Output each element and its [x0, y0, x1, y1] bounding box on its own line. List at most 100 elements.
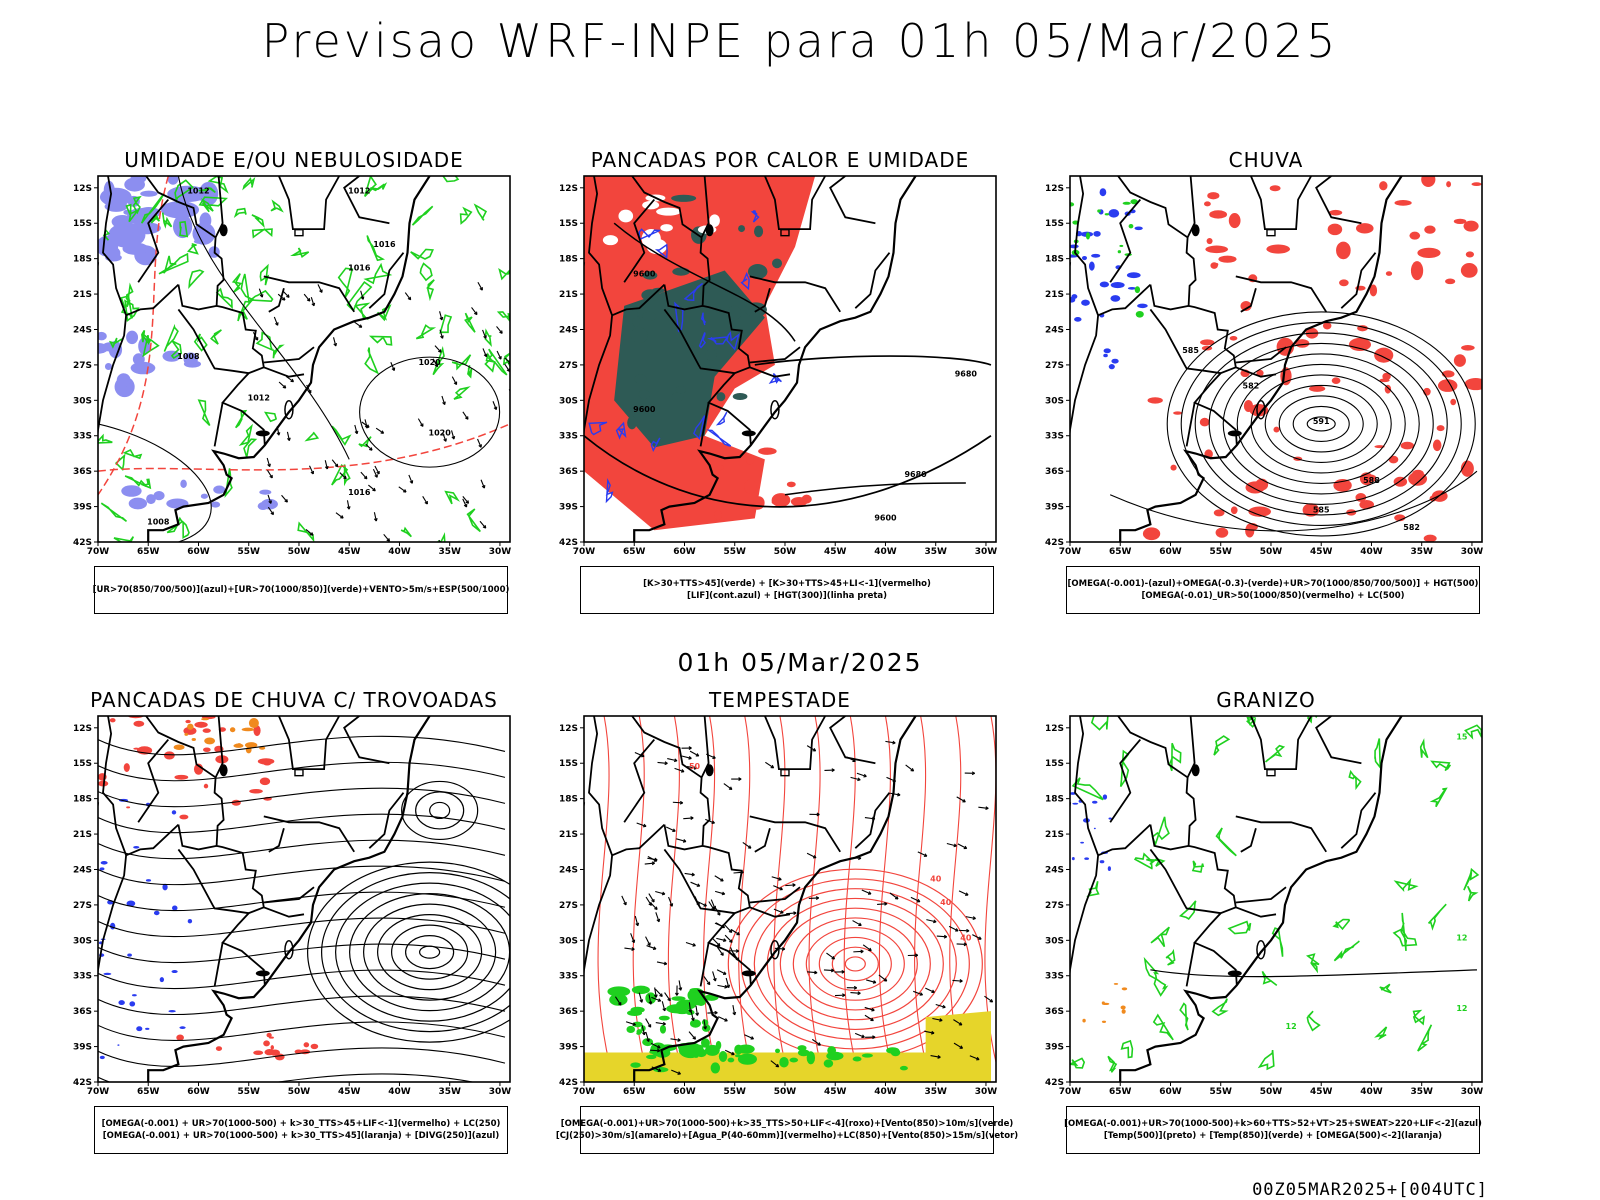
temp850-contour [1332, 918, 1351, 931]
wind-vector [305, 529, 314, 536]
wind-vector [724, 1049, 735, 1056]
wind-vector [657, 1068, 662, 1072]
panel-title: GRANIZO [1216, 688, 1316, 712]
border-line [268, 287, 285, 313]
wind-vector [462, 495, 469, 504]
wind-vector [842, 993, 846, 998]
temp850-contour [1146, 858, 1166, 867]
humidity-contour [354, 302, 371, 321]
lon-tick-label: 70W [1059, 547, 1082, 557]
humidity-contour [272, 344, 285, 359]
omega-area [1119, 244, 1124, 248]
humidity-area [259, 489, 272, 495]
wind-vector [695, 1012, 700, 1016]
divergence-area [99, 1055, 105, 1060]
temp850-contour [1264, 744, 1286, 763]
rain-area [1432, 439, 1442, 452]
wind-vector [276, 432, 281, 436]
wind-vector [504, 357, 510, 364]
wind-vector [933, 919, 937, 924]
border-line [1235, 366, 1277, 378]
lon-tick-label: 50W [1260, 1087, 1283, 1097]
humidity-contour [240, 273, 255, 304]
wind-vector [958, 1022, 963, 1026]
lif-contour [706, 429, 732, 447]
storm-area-orange [236, 743, 242, 748]
omega500-area [1101, 1020, 1107, 1023]
wind-vector [778, 877, 782, 881]
panel-chuva: CHUVA 585 582 591 588 585 582 12S 15S 18S 21S 24S 2… [1036, 148, 1496, 628]
wind-vector [688, 1009, 693, 1013]
humidity-area [199, 212, 212, 229]
wind-vector [267, 494, 272, 504]
wind-vector [841, 969, 845, 974]
border-line [1097, 283, 1152, 317]
humidity-contour [400, 526, 412, 538]
temp850-contour [1412, 1009, 1426, 1026]
wind-vector [671, 1069, 681, 1075]
border-line [699, 942, 710, 987]
wind-vector [807, 971, 818, 974]
humidity-area [183, 352, 198, 367]
border-line [749, 275, 841, 313]
lagoa-dos-patos [284, 400, 294, 420]
rain-area [1229, 335, 1238, 341]
streamline [98, 969, 506, 990]
divergence-area [179, 1026, 186, 1030]
east-coastline [1119, 176, 1422, 542]
wind-vector [439, 316, 444, 321]
rain-area [1273, 426, 1280, 433]
pressure-isobar [177, 176, 350, 460]
wind-vector [451, 436, 456, 440]
wind-vector [648, 902, 652, 906]
temp850-contour [1419, 738, 1429, 759]
wind-vector [712, 977, 717, 982]
contour-label: 1016 [348, 263, 371, 272]
rain-area [1218, 255, 1237, 263]
humidity-contour [140, 193, 165, 224]
wind-vector [806, 852, 817, 859]
temp850-contour [1374, 1026, 1388, 1041]
border-line [754, 827, 771, 853]
wind-vector [892, 740, 896, 745]
lon-tick-label: 45W [824, 1087, 847, 1097]
omega-area [1081, 255, 1087, 261]
border-line [764, 716, 826, 770]
convective-area [671, 194, 697, 202]
wind-vector [703, 1026, 708, 1030]
humidity-area [104, 363, 112, 370]
border-line [623, 739, 655, 823]
wind-vector [473, 311, 478, 316]
wind-vector [872, 1035, 876, 1040]
border-line [749, 366, 791, 378]
wind-area [775, 1048, 781, 1054]
hgt500-contour [1236, 363, 1406, 484]
humidity-contour [193, 333, 208, 352]
wind-vector [482, 348, 487, 357]
lif-contour [698, 332, 707, 349]
wind-vector [714, 875, 724, 882]
wind-vector [972, 934, 982, 940]
wind-vector [661, 891, 666, 896]
wind-vector [696, 883, 701, 887]
wind-vector [953, 1019, 963, 1026]
humidity-contour [368, 335, 393, 346]
wind-vector [688, 746, 692, 750]
streamline [98, 1073, 476, 1082]
lagoa-dos-patos [770, 940, 780, 960]
wind-vector [724, 924, 733, 933]
rain-area [1331, 377, 1341, 384]
wind-vector [953, 843, 957, 848]
wind-vector [332, 337, 337, 347]
wind-vector [913, 990, 923, 996]
wind-vector [409, 480, 414, 484]
wind-vector [310, 470, 315, 475]
contour-label: 1012 [248, 393, 270, 402]
humidity-contour [231, 273, 243, 293]
border-line [1250, 716, 1312, 770]
wind-vector [465, 500, 470, 504]
convective-area [642, 311, 657, 321]
lat-tick-label: 12S [1045, 724, 1064, 734]
border-line [1185, 402, 1196, 447]
wind-area [676, 999, 697, 1010]
